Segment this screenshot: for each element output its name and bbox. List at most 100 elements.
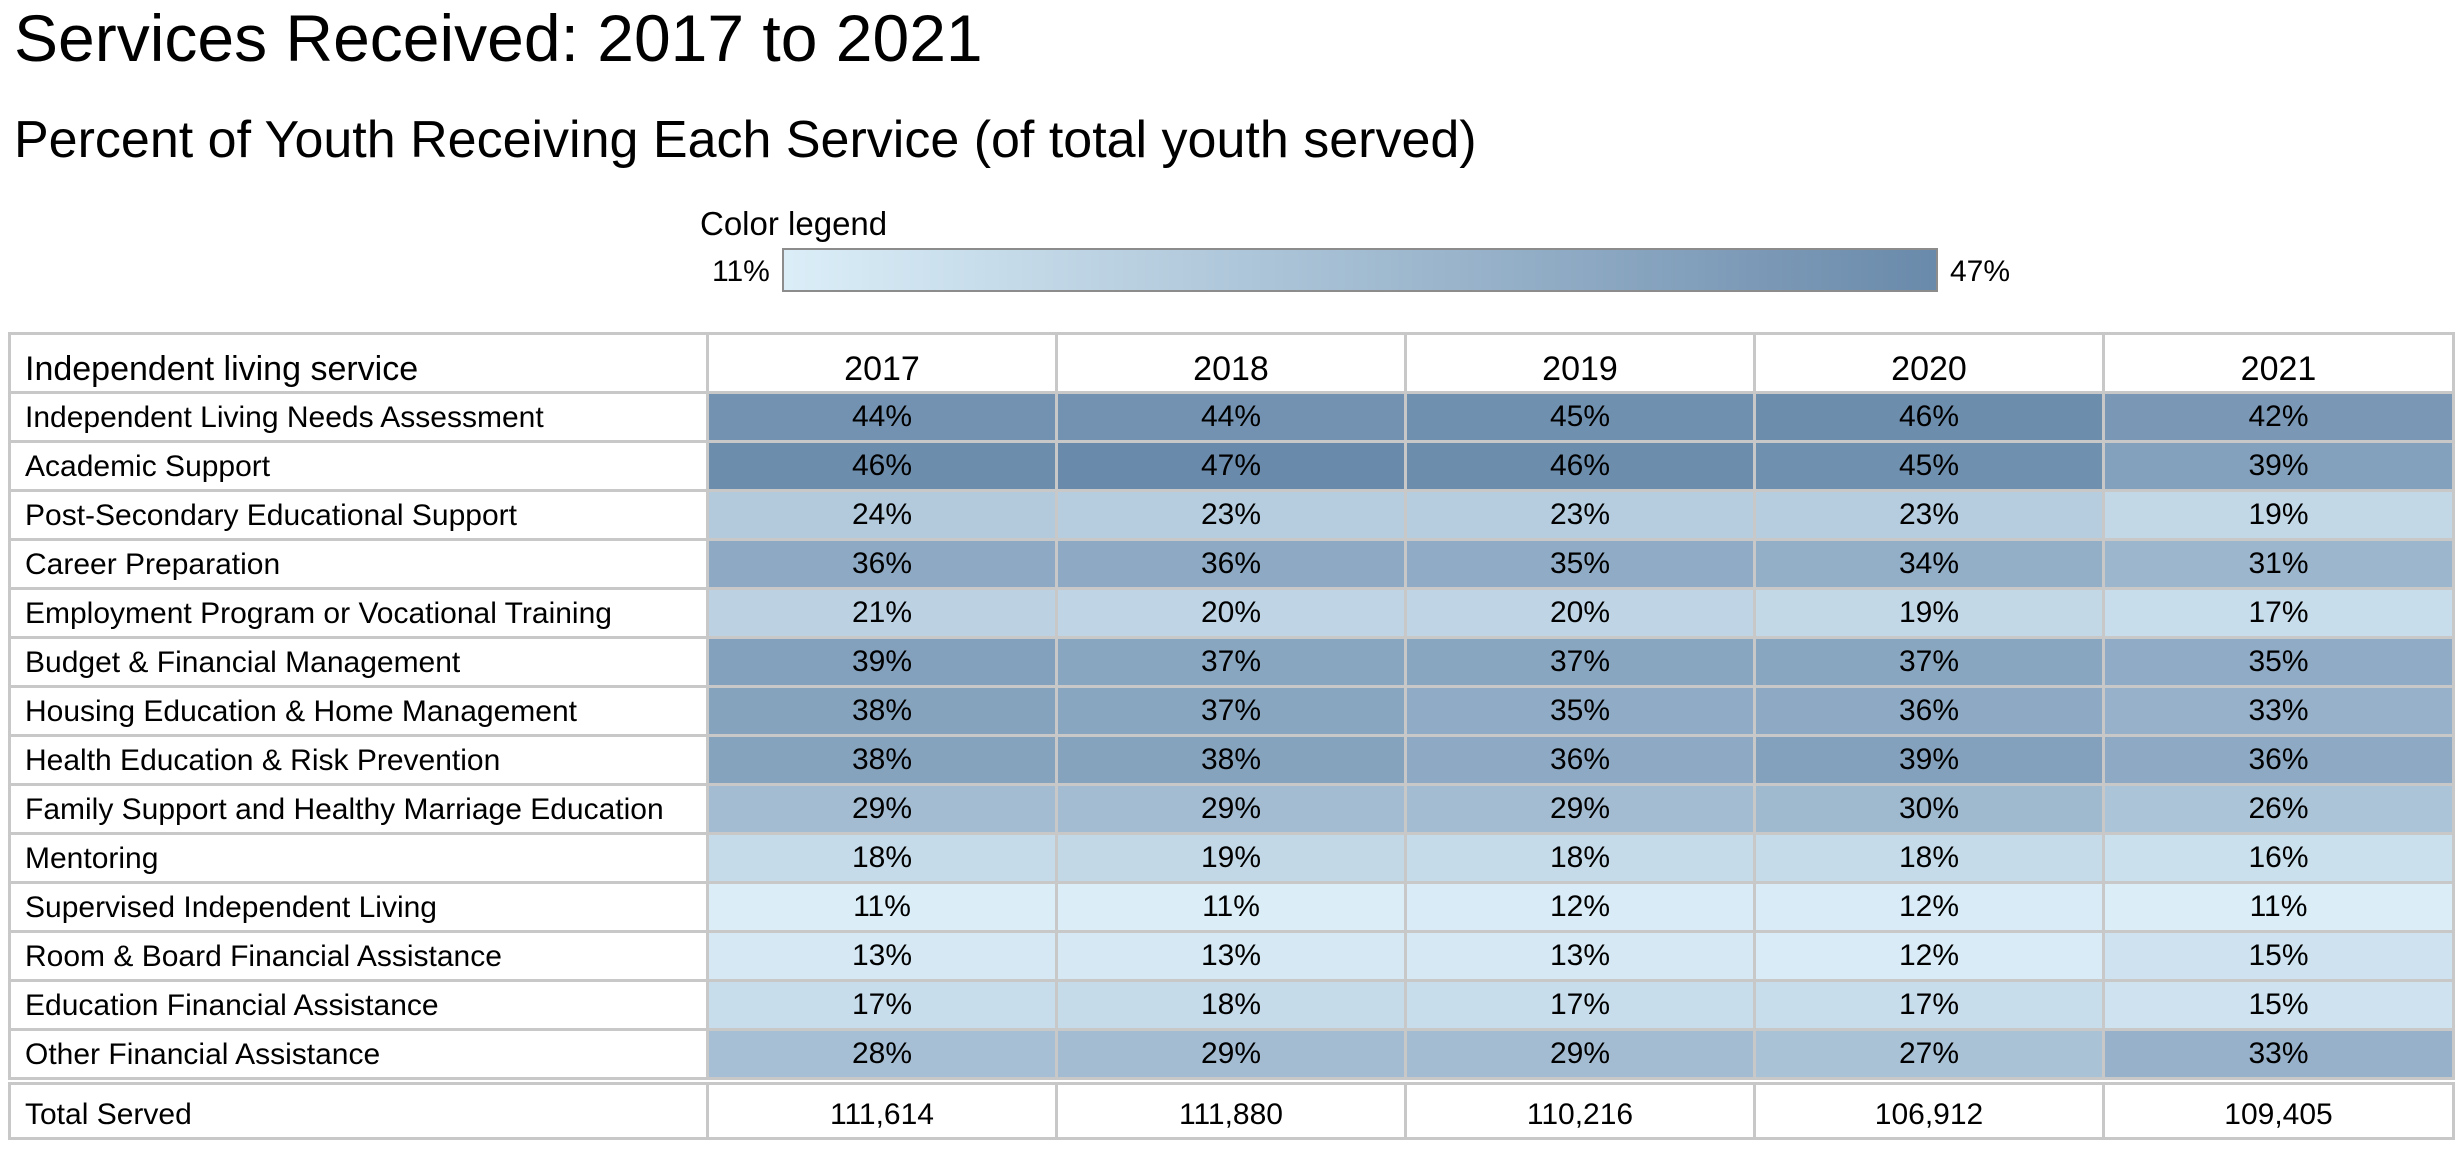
- row-label: Health Education & Risk Prevention: [8, 734, 709, 786]
- table-row: Room & Board Financial Assistance 13% 13% 1…: [8, 930, 2455, 982]
- heatmap-cell: 36%: [1753, 685, 2105, 737]
- heatmap-cell: 29%: [1404, 1028, 1756, 1080]
- legend-min-label: 11%: [712, 255, 770, 288]
- heatmap-cell: 33%: [2102, 685, 2455, 737]
- row-label: Post-Secondary Educational Support: [8, 489, 709, 541]
- table-row: Supervised Independent Living 11% 11% 12% 12…: [8, 881, 2455, 933]
- heatmap-cell: 29%: [1404, 783, 1756, 835]
- heatmap-cell: 18%: [1055, 979, 1407, 1031]
- heatmap-cell: 19%: [2102, 489, 2455, 541]
- year-header-2017: 2017: [706, 332, 1058, 394]
- heatmap-cell: 13%: [1055, 930, 1407, 982]
- heatmap-cell: 37%: [1753, 636, 2105, 688]
- heatmap-cell: 29%: [1055, 783, 1407, 835]
- heatmap-cell: 44%: [706, 391, 1058, 443]
- row-label: Supervised Independent Living: [8, 881, 709, 933]
- heatmap-cell: 39%: [1753, 734, 2105, 786]
- heatmap-cell: 38%: [706, 685, 1058, 737]
- table-row: Mentoring 18% 19% 18% 18% 16%: [8, 832, 2455, 884]
- heatmap-cell: 39%: [706, 636, 1058, 688]
- table-row: Health Education & Risk Prevention 38% 38%…: [8, 734, 2455, 786]
- heatmap-table: Independent living service 2017 2018 2019 2…: [8, 332, 2455, 1140]
- row-header-label: Independent living service: [8, 332, 709, 394]
- heatmap-cell: 23%: [1055, 489, 1407, 541]
- divider-cell: [1405, 1077, 1755, 1085]
- heatmap-cell: 17%: [706, 979, 1058, 1031]
- heatmap-cell: 30%: [1753, 783, 2105, 835]
- page-title: Services Received: 2017 to 2021: [14, 1, 983, 75]
- heatmap-cell: 35%: [1404, 685, 1756, 737]
- heatmap-cell: 24%: [706, 489, 1058, 541]
- heatmap-cell: 19%: [1753, 587, 2105, 639]
- table-row: Academic Support 46% 47% 46% 45% 39%: [8, 440, 2455, 492]
- table-row: Independent Living Needs Assessment 44% 44…: [8, 391, 2455, 443]
- heatmap-cell: 20%: [1055, 587, 1407, 639]
- heatmap-cell: 13%: [706, 930, 1058, 982]
- heatmap-cell: 35%: [2102, 636, 2455, 688]
- row-label: Room & Board Financial Assistance: [8, 930, 709, 982]
- year-header-2018: 2018: [1055, 332, 1407, 394]
- table-row: Career Preparation 36% 36% 35% 34% 31%: [8, 538, 2455, 590]
- heatmap-cell: 36%: [1055, 538, 1407, 590]
- divider-cell: [9, 1077, 708, 1085]
- table-row: Other Financial Assistance 28% 29% 29% 27% 33…: [8, 1028, 2455, 1080]
- heatmap-cell: 31%: [2102, 538, 2455, 590]
- row-label: Mentoring: [8, 832, 709, 884]
- heatmap-cell: 17%: [2102, 587, 2455, 639]
- divider-cell: [1056, 1077, 1406, 1085]
- row-label: Academic Support: [8, 440, 709, 492]
- heatmap-cell: 38%: [706, 734, 1058, 786]
- row-label: Education Financial Assistance: [8, 979, 709, 1031]
- table-row: Family Support and Healthy Marriage Educ…: [8, 783, 2455, 835]
- total-value: 106,912: [1753, 1082, 2105, 1140]
- table-row: Post-Secondary Educational Support 24% 23%…: [8, 489, 2455, 541]
- heatmap-cell: 37%: [1404, 636, 1756, 688]
- heatmap-cell: 34%: [1753, 538, 2105, 590]
- heatmap-cell: 33%: [2102, 1028, 2455, 1080]
- row-label: Independent Living Needs Assessment: [8, 391, 709, 443]
- year-header-2019: 2019: [1404, 332, 1756, 394]
- table-row: Education Financial Assistance 17% 18% 17% 1…: [8, 979, 2455, 1031]
- table-row: Housing Education & Home Management 38% 37…: [8, 685, 2455, 737]
- heatmap-cell: 35%: [1404, 538, 1756, 590]
- legend-title: Color legend: [700, 205, 888, 242]
- heatmap-cell: 11%: [2102, 881, 2455, 933]
- table-row: Employment Program or Vocational Trainin…: [8, 587, 2455, 639]
- heatmap-body: Independent Living Needs Assessment 44% 44…: [8, 391, 2455, 1140]
- heatmap-cell: 16%: [2102, 832, 2455, 884]
- heatmap-cell: 23%: [1404, 489, 1756, 541]
- heatmap-cell: 46%: [706, 440, 1058, 492]
- heatmap-cell: 12%: [1404, 881, 1756, 933]
- row-label: Career Preparation: [8, 538, 709, 590]
- legend-gradient-bar: [782, 248, 1938, 292]
- heatmap-cell: 37%: [1055, 685, 1407, 737]
- total-row: Total Served 111,614 111,880 110,216 106,912…: [8, 1082, 2455, 1140]
- heatmap-cell: 36%: [2102, 734, 2455, 786]
- heatmap-cell: 39%: [2102, 440, 2455, 492]
- header-row: Independent living service 2017 2018 2019 2…: [8, 332, 2455, 394]
- heatmap-cell: 36%: [706, 538, 1058, 590]
- total-value: 111,614: [706, 1082, 1058, 1140]
- legend-max-label: 47%: [1950, 255, 2011, 288]
- total-label: Total Served: [8, 1082, 709, 1140]
- heatmap-cell: 37%: [1055, 636, 1407, 688]
- page-subtitle: Percent of Youth Receiving Each Service …: [14, 111, 1477, 169]
- heatmap-cell: 17%: [1404, 979, 1756, 1031]
- heatmap-cell: 47%: [1055, 440, 1407, 492]
- heatmap-cell: 12%: [1753, 930, 2105, 982]
- heatmap-cell: 18%: [706, 832, 1058, 884]
- heatmap-cell: 23%: [1753, 489, 2105, 541]
- heatmap-cell: 46%: [1404, 440, 1756, 492]
- heatmap-cell: 21%: [706, 587, 1058, 639]
- heatmap-cell: 46%: [1753, 391, 2105, 443]
- total-value: 110,216: [1404, 1082, 1756, 1140]
- heatmap-cell: 20%: [1404, 587, 1756, 639]
- heatmap-cell: 13%: [1404, 930, 1756, 982]
- heatmap-cell: 15%: [2102, 930, 2455, 982]
- row-label: Other Financial Assistance: [8, 1028, 709, 1080]
- heatmap-cell: 18%: [1404, 832, 1756, 884]
- heatmap-cell: 45%: [1404, 391, 1756, 443]
- row-label: Family Support and Healthy Marriage Educ…: [8, 783, 709, 835]
- divider-cell: [1754, 1077, 2104, 1085]
- heatmap-cell: 12%: [1753, 881, 2105, 933]
